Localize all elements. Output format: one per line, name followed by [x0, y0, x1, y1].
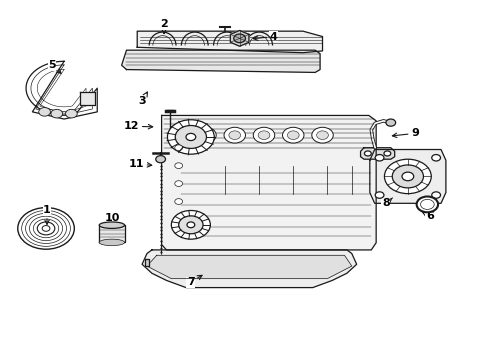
Polygon shape — [360, 148, 394, 159]
Circle shape — [364, 151, 370, 156]
Text: 11: 11 — [128, 159, 151, 169]
Circle shape — [374, 154, 383, 161]
Ellipse shape — [99, 222, 124, 228]
Text: 5: 5 — [48, 60, 61, 73]
Circle shape — [374, 192, 383, 198]
Circle shape — [186, 222, 194, 228]
Polygon shape — [142, 250, 356, 288]
Circle shape — [384, 159, 430, 194]
Circle shape — [224, 127, 245, 143]
Text: 12: 12 — [123, 121, 152, 131]
Circle shape — [253, 127, 274, 143]
Circle shape — [174, 217, 182, 222]
Circle shape — [282, 127, 304, 143]
Circle shape — [316, 131, 328, 139]
Polygon shape — [99, 225, 124, 242]
Circle shape — [167, 120, 214, 154]
Circle shape — [175, 126, 206, 148]
Circle shape — [199, 131, 211, 139]
Text: 6: 6 — [422, 211, 433, 221]
Circle shape — [311, 127, 332, 143]
Text: 2: 2 — [160, 19, 167, 33]
Circle shape — [174, 181, 182, 186]
Polygon shape — [230, 31, 248, 46]
Circle shape — [18, 208, 74, 249]
Circle shape — [171, 211, 210, 239]
Circle shape — [401, 172, 413, 181]
Circle shape — [228, 131, 240, 139]
Circle shape — [185, 134, 195, 140]
Text: 9: 9 — [391, 129, 418, 138]
Circle shape — [174, 163, 182, 168]
Circle shape — [385, 119, 395, 126]
Circle shape — [178, 216, 203, 234]
Circle shape — [391, 165, 423, 188]
Circle shape — [431, 192, 440, 198]
Circle shape — [65, 109, 77, 118]
Circle shape — [194, 127, 216, 143]
Circle shape — [258, 131, 269, 139]
Polygon shape — [147, 255, 351, 279]
Polygon shape — [26, 61, 97, 119]
Text: 3: 3 — [138, 92, 147, 106]
Text: 1: 1 — [43, 206, 51, 224]
Text: 8: 8 — [381, 198, 392, 208]
Polygon shape — [161, 116, 375, 250]
Circle shape — [174, 199, 182, 204]
Polygon shape — [137, 31, 322, 53]
Polygon shape — [122, 50, 320, 72]
Text: 4: 4 — [253, 32, 277, 41]
Ellipse shape — [99, 239, 124, 246]
Polygon shape — [80, 92, 95, 105]
Circle shape — [174, 145, 182, 150]
Text: 10: 10 — [105, 213, 120, 226]
Circle shape — [51, 109, 62, 118]
Circle shape — [420, 199, 433, 210]
Circle shape — [431, 154, 440, 161]
Polygon shape — [369, 149, 445, 203]
Circle shape — [233, 34, 245, 42]
Text: 7: 7 — [186, 275, 202, 287]
Circle shape — [416, 197, 437, 212]
Circle shape — [287, 131, 299, 139]
Polygon shape — [144, 259, 149, 266]
Circle shape — [39, 108, 50, 116]
Circle shape — [383, 151, 390, 156]
Circle shape — [156, 156, 165, 163]
